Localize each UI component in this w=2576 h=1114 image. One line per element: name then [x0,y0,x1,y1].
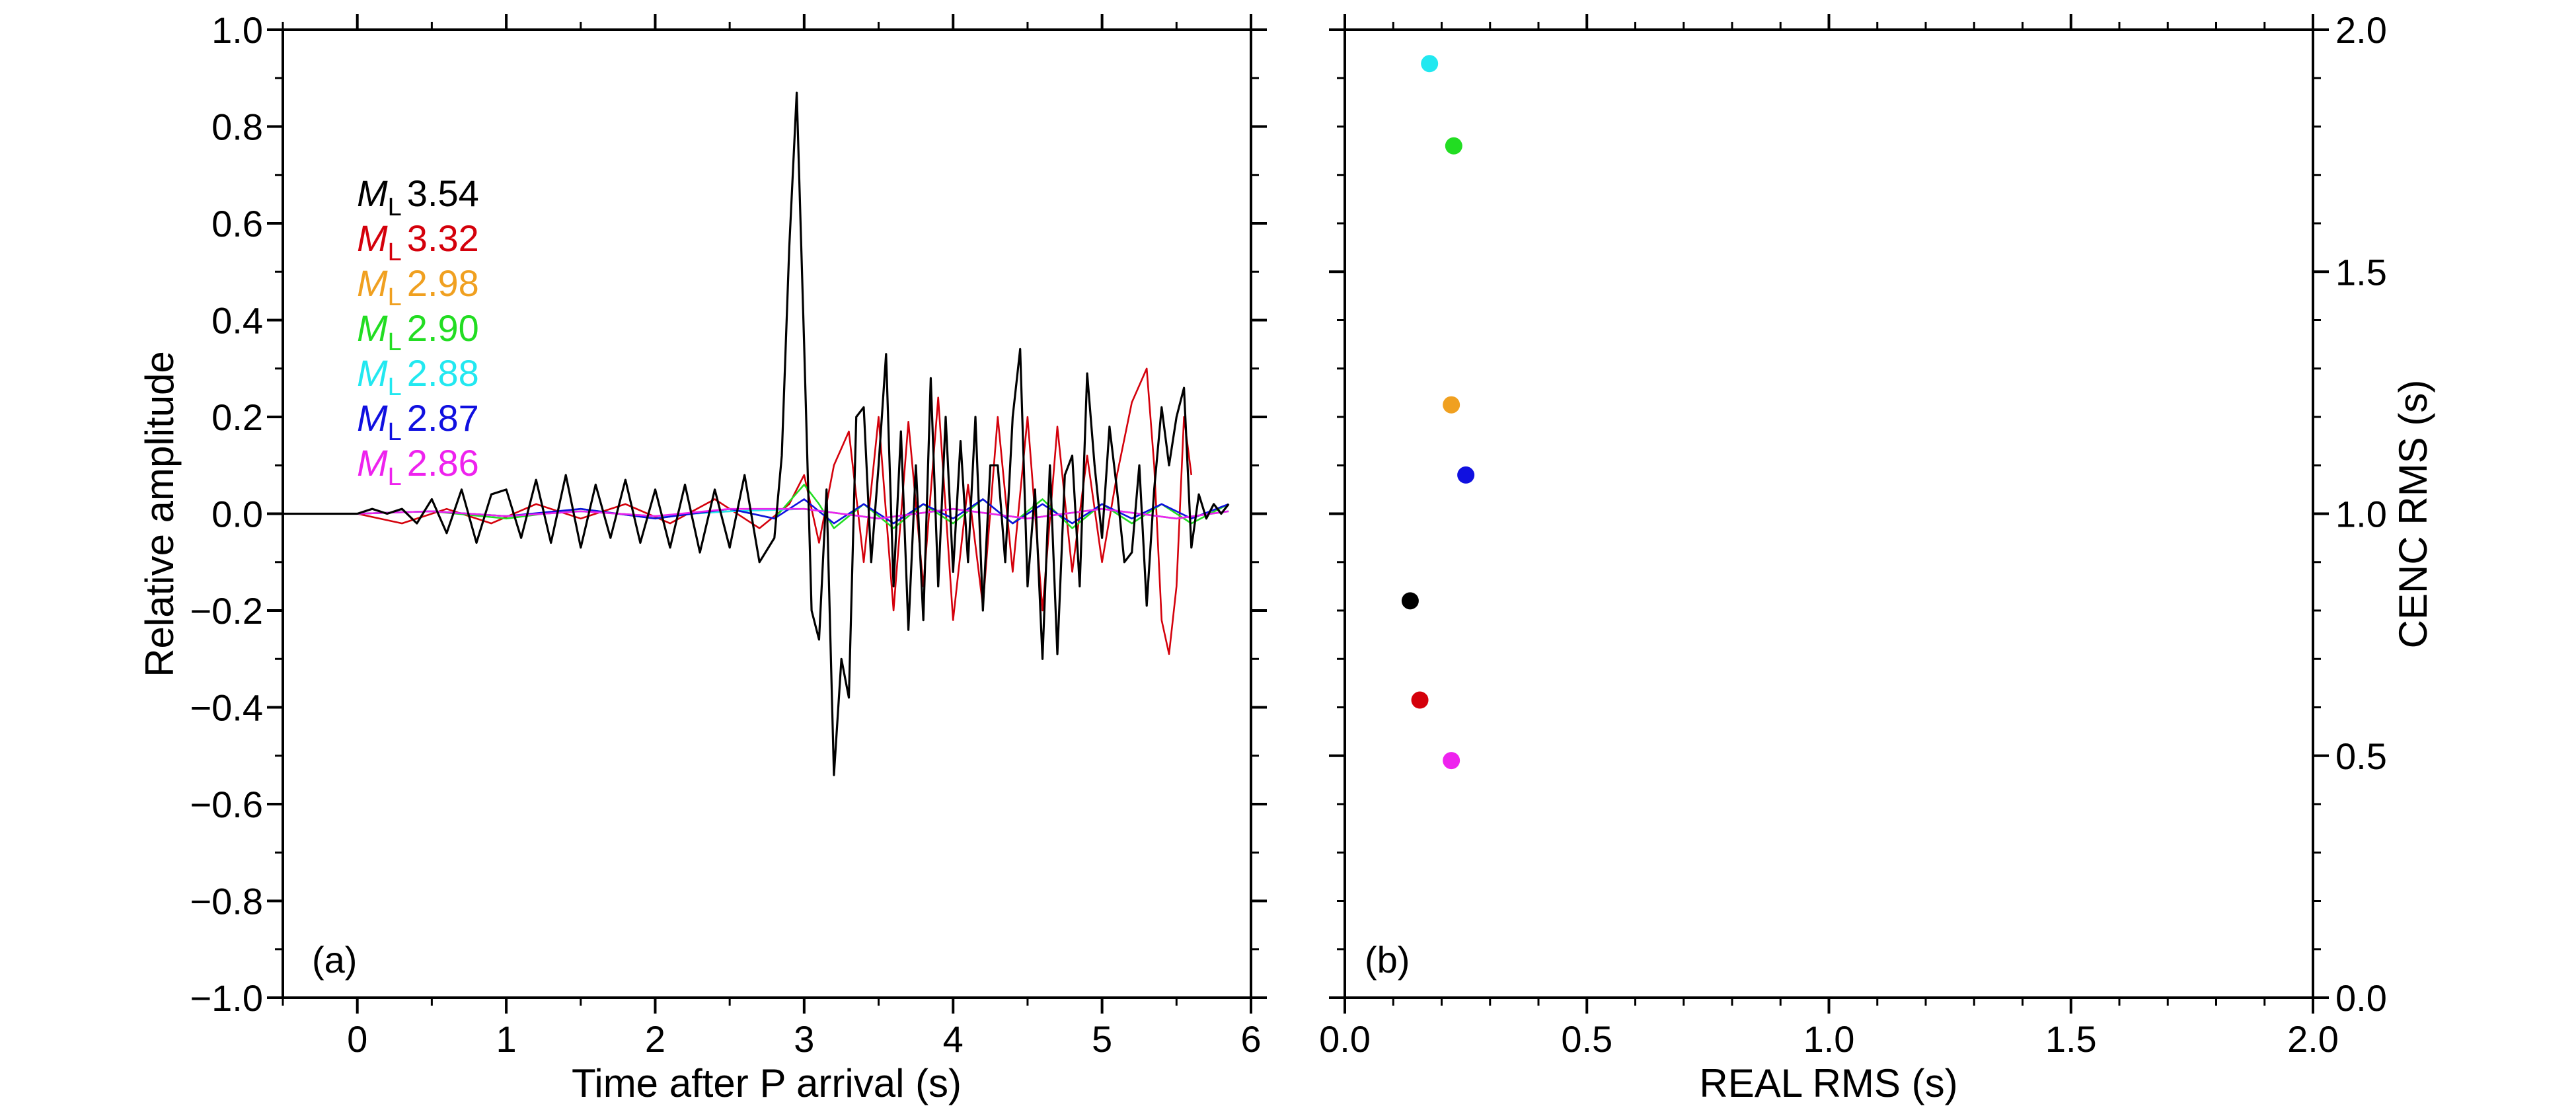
legend-magnitude-subscript: L [388,418,402,446]
x-tick-label: 2.0 [2287,1018,2339,1060]
y-tick-label: −0.8 [190,881,263,922]
x-tick-label: 0 [347,1018,367,1060]
legend-entry-ml-2-90: ML 2.90 [357,307,479,356]
y-tick-label: 0.5 [2335,735,2387,777]
legend-magnitude-symbol: M [357,442,388,484]
legend-entry-ml-2-87: ML 2.87 [357,397,479,446]
panel-a-y-axis-title: Relative amplitude [137,351,182,677]
y-tick-label: 0.0 [2335,977,2387,1019]
scatter-point-ml-3-54 [1401,592,1419,610]
y-tick-label: 0.6 [211,203,263,244]
panel-b-points-group [1401,55,1475,770]
panel-a-x-axis-title: Time after P arrival (s) [572,1061,962,1105]
legend-entry-ml-2-86: ML 2.86 [357,442,479,491]
legend-magnitude-subscript: L [388,328,402,356]
panel-a-label: (a) [312,939,357,981]
y-tick-label: 0.2 [211,396,263,438]
legend-magnitude-symbol: M [357,397,388,439]
panel-b-ticks-group: 0.0 0.5 1.0 1.5 2.00.00.51.01.52.0 [1319,9,2387,1060]
scatter-point-ml-2-87 [1457,466,1475,484]
legend-magnitude-value: 2.87 [407,397,479,439]
y-tick-label: −1.0 [190,977,263,1019]
panel-a-frame [282,28,1252,999]
y-tick-label: 1.0 [211,9,263,51]
scatter-point-ml-2-86 [1443,752,1460,770]
legend-magnitude-value: 3.54 [407,172,479,214]
scatter-point-ml-2-90 [1445,137,1462,155]
legend-magnitude-symbol: M [357,172,388,214]
panel-b-rms-scatter: 0.0 0.5 1.0 1.5 2.00.00.51.01.52.0 (b) REAL … [1319,9,2435,1105]
y-tick-label: 1.5 [2335,251,2387,293]
y-tick-label: 0.4 [211,300,263,342]
scatter-point-ml-2-88 [1421,55,1439,73]
legend-magnitude-subscript: L [388,239,402,266]
panel-a-series-group [283,91,1230,776]
legend-entry-ml-3-32: ML 3.32 [357,217,479,266]
series-line-ml-3-54 [283,91,1230,776]
legend-magnitude-subscript: L [388,283,402,311]
legend-magnitude-value: 2.86 [407,442,479,484]
panel-b-x-axis-title: REAL RMS (s) [1699,1061,1957,1105]
panel-a-ticks-group: 0 1 2 3 4 5 6 −1.0 −0.8 −0.6 −0.4 −0.2 0.0 0.2 0.4 0.6 0… [190,9,1267,1060]
x-tick-label: 6 [1240,1018,1261,1060]
panel-a-waveforms: 0 1 2 3 4 5 6 −1.0 −0.8 −0.6 −0.4 −0.2 0.0 0.2 0.4 0.6 0… [137,9,1267,1105]
x-tick-label: 5 [1092,1018,1112,1060]
x-tick-label: 4 [943,1018,964,1060]
legend-magnitude-symbol: M [357,352,388,394]
y-tick-label: 2.0 [2335,9,2387,51]
legend-magnitude-symbol: M [357,262,388,304]
y-tick-label: 0.0 [211,494,263,535]
x-tick-label: 0.5 [1561,1018,1612,1060]
legend-magnitude-value: 2.98 [407,262,479,304]
legend-magnitude-symbol: M [357,217,388,259]
legend-entry-ml-3-54: ML 3.54 [357,172,479,221]
legend-magnitude-subscript: L [388,194,402,221]
x-tick-label: 2 [645,1018,665,1060]
x-tick-label: 0.0 [1319,1018,1371,1060]
scatter-point-ml-3-32 [1411,691,1429,709]
legend-magnitude-value: 3.32 [407,217,479,259]
x-tick-label: 1.0 [1803,1018,1855,1060]
legend-entry-ml-2-88: ML 2.88 [357,352,479,401]
series-line-ml-2-87 [283,498,1229,525]
x-tick-label: 1 [496,1018,516,1060]
y-tick-label: −0.2 [190,590,263,632]
legend-magnitude-symbol: M [357,307,388,349]
scatter-point-ml-2-98 [1443,396,1460,414]
y-tick-label: 1.0 [2335,494,2387,535]
legend-magnitude-subscript: L [388,373,402,401]
legend-magnitude-value: 2.88 [407,352,479,394]
panel-b-frame [1344,28,2314,999]
panel-b-y-axis-title: CENC RMS (s) [2391,380,2435,649]
x-tick-label: 1.5 [2045,1018,2097,1060]
legend-entry-ml-2-98: ML 2.98 [357,262,479,311]
legend-magnitude-subscript: L [388,463,402,491]
series-line-ml-2-86 [283,507,1229,520]
y-tick-label: 0.8 [211,106,263,148]
y-tick-label: −0.6 [190,784,263,825]
panel-b-label: (b) [1365,939,1410,981]
x-tick-label: 3 [794,1018,814,1060]
y-tick-label: −0.4 [190,687,263,729]
legend-magnitude-value: 2.90 [407,307,479,349]
